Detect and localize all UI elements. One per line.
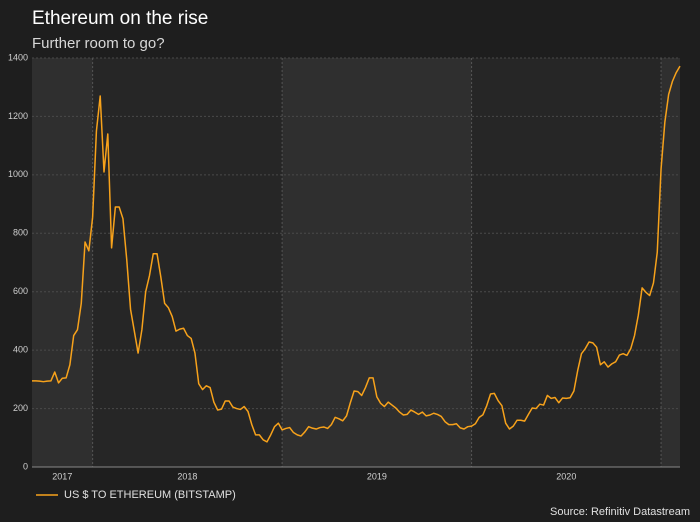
y-tick-label: 1400 bbox=[8, 52, 28, 62]
chart-title: Ethereum on the rise bbox=[32, 8, 208, 29]
x-tick-label: 2018 bbox=[177, 471, 197, 481]
x-tick-label: 2019 bbox=[367, 471, 387, 481]
year-band bbox=[282, 58, 472, 467]
y-tick-label: 600 bbox=[13, 286, 28, 296]
legend-label: US $ TO ETHEREUM (BITSTAMP) bbox=[64, 489, 236, 501]
source: Source: Refinitiv Datastream bbox=[550, 506, 690, 518]
y-tick-label: 1000 bbox=[8, 169, 28, 179]
x-tick-label: 2017 bbox=[52, 471, 72, 481]
y-tick-label: 800 bbox=[13, 228, 28, 238]
y-tick-label: 200 bbox=[13, 403, 28, 413]
year-band bbox=[661, 58, 680, 467]
y-tick-label: 1200 bbox=[8, 111, 28, 121]
x-tick-label: 2020 bbox=[556, 471, 576, 481]
y-tick-label: 0 bbox=[23, 461, 28, 471]
price-line bbox=[32, 65, 681, 443]
chart-subtitle: Further room to go? bbox=[32, 35, 165, 52]
y-tick-label: 400 bbox=[13, 345, 28, 355]
year-band bbox=[32, 58, 93, 467]
